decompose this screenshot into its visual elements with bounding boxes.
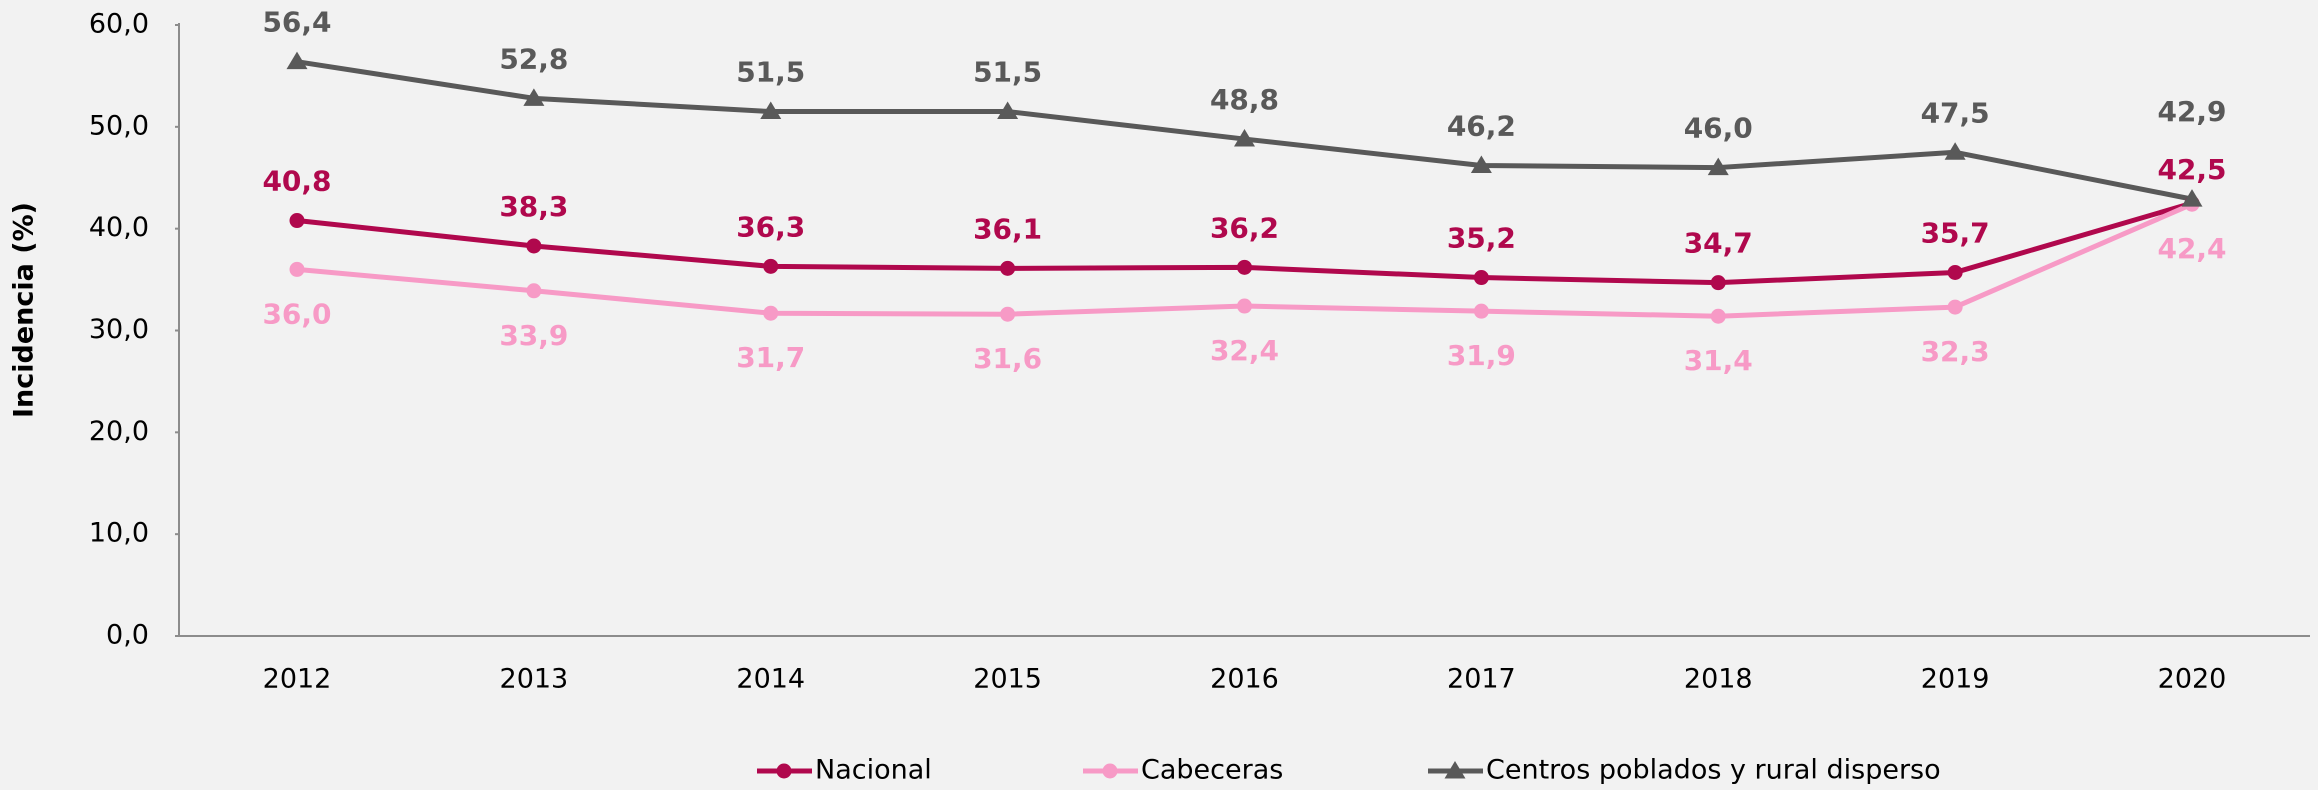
data-point: [289, 261, 305, 277]
data-point: [1947, 264, 1963, 280]
y-tick-label: 10,0: [89, 518, 149, 549]
data-point: [1947, 299, 1963, 315]
y-axis-label: Incidencia (%): [9, 202, 40, 418]
data-point: [997, 101, 1019, 120]
data-point: [1473, 270, 1489, 286]
data-label: 48,8: [1210, 83, 1279, 116]
y-tick-label: 20,0: [89, 416, 149, 447]
legend-label: Centros poblados y rural disperso: [1486, 755, 1941, 786]
data-label: 31,4: [1684, 344, 1753, 377]
data-point: [1470, 155, 1492, 174]
data-point: [1000, 306, 1016, 322]
data-label: 31,6: [973, 342, 1042, 375]
x-tick-label: 2017: [1447, 664, 1516, 695]
data-point: [523, 88, 545, 106]
data-label: 35,7: [1921, 216, 1990, 249]
legend-marker: [1444, 761, 1466, 779]
data-point: [526, 238, 542, 254]
data-label: 33,9: [499, 319, 568, 352]
data-label: 34,7: [1684, 227, 1753, 260]
x-tick-label: 2015: [973, 664, 1042, 695]
data-point: [1473, 303, 1489, 319]
data-point: [1710, 275, 1726, 291]
legend-label: Nacional: [815, 755, 932, 786]
data-label: 52,8: [499, 42, 568, 75]
data-point: [1710, 308, 1726, 324]
data-label: 31,7: [736, 341, 805, 374]
data-label: 36,1: [973, 212, 1042, 245]
data-point: [1234, 129, 1255, 147]
legend-label: Cabeceras: [1141, 755, 1283, 786]
y-tick-label: 40,0: [89, 212, 149, 243]
x-tick-label: 2018: [1684, 664, 1753, 695]
data-label: 51,5: [973, 56, 1042, 89]
data-label: 36,2: [1210, 211, 1279, 244]
data-label: 42,5: [2157, 153, 2226, 186]
data-point: [763, 305, 779, 321]
data-label: 32,4: [1210, 334, 1279, 367]
data-point: [1944, 142, 1966, 160]
data-point: [1237, 298, 1252, 314]
data-label: 36,3: [736, 210, 805, 243]
x-tick-label: 2012: [263, 664, 332, 695]
legend-marker: [776, 763, 792, 779]
data-label: 51,5: [736, 56, 805, 89]
data-label: 31,9: [1447, 339, 1516, 372]
data-point: [763, 258, 779, 274]
x-tick-label: 2020: [2158, 664, 2227, 695]
data-point: [2181, 189, 2203, 207]
x-tick-label: 2014: [736, 664, 805, 695]
data-label: 32,3: [1921, 335, 1990, 368]
x-tick-label: 2016: [1210, 664, 1279, 695]
data-label: 47,5: [1921, 96, 1990, 129]
y-tick-label: 30,0: [89, 314, 149, 345]
x-tick-label: 2013: [500, 664, 569, 695]
data-label: 46,2: [1447, 110, 1516, 143]
data-label: 42,9: [2157, 95, 2226, 128]
x-tick-label: 2019: [1921, 664, 1990, 695]
data-point: [526, 283, 542, 299]
data-label: 46,0: [1684, 112, 1753, 145]
y-tick-label: 60,0: [89, 9, 149, 40]
data-label: 56,4: [262, 6, 331, 39]
data-point: [289, 213, 305, 229]
data-label: 35,2: [1447, 222, 1516, 255]
data-label: 40,8: [262, 165, 331, 198]
data-point: [286, 51, 308, 70]
data-point: [1000, 260, 1016, 276]
legend-marker: [1102, 763, 1118, 779]
data-point: [1707, 157, 1729, 176]
y-tick-label: 50,0: [89, 110, 149, 141]
data-label: 42,4: [2157, 232, 2226, 265]
data-label: 36,0: [262, 297, 331, 330]
data-point: [760, 101, 782, 120]
data-label: 38,3: [499, 190, 568, 223]
data-point: [1237, 259, 1252, 275]
y-tick-label: 0,0: [106, 620, 149, 651]
